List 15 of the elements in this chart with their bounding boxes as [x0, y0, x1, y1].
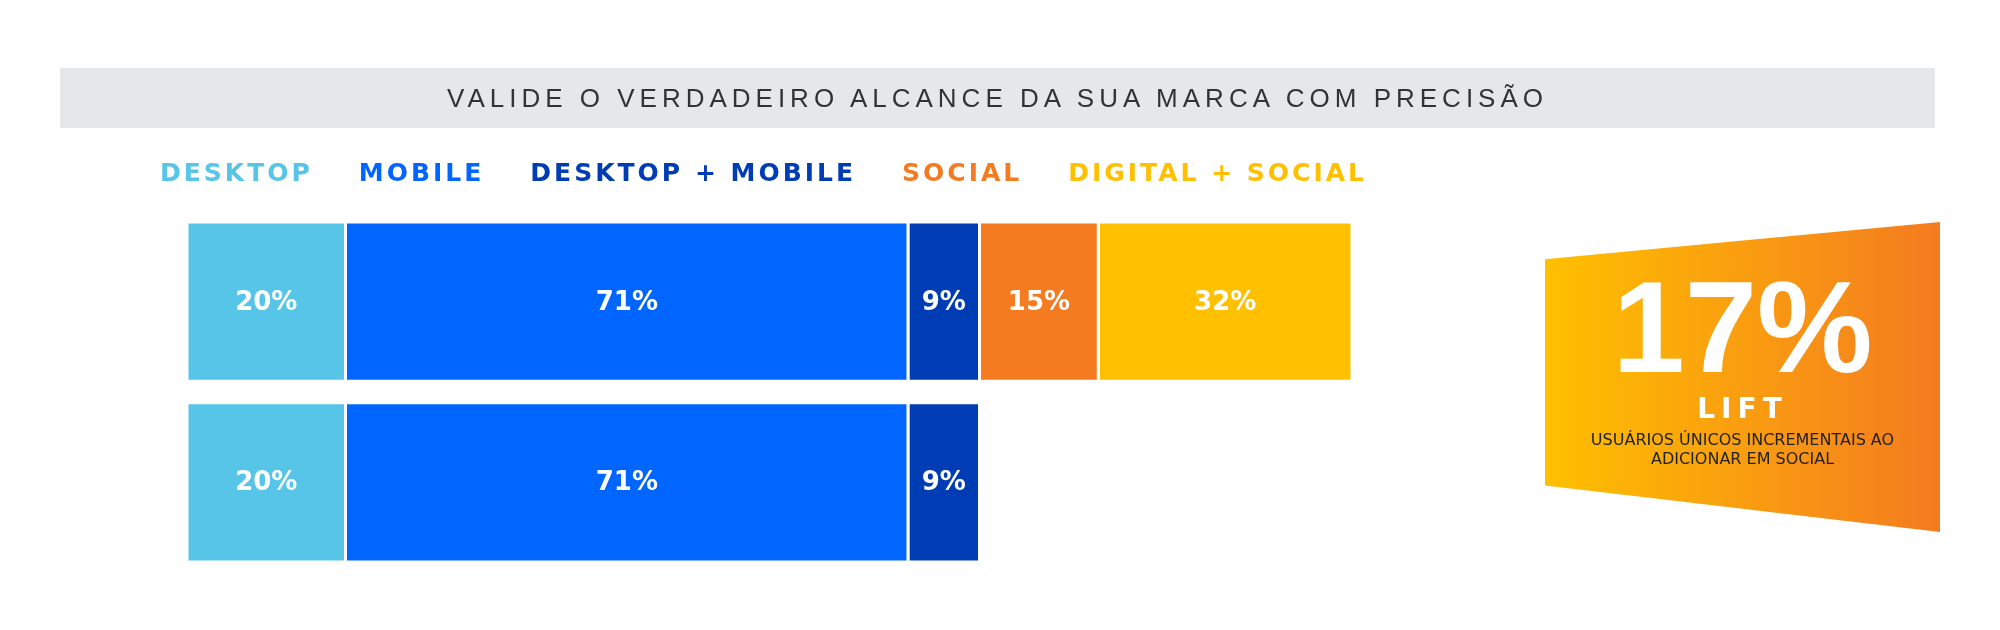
series-label: DESKTOP: [160, 158, 313, 187]
text: DESKTOP + MOBILE: [530, 158, 857, 187]
series-label: MOBILE: [358, 158, 485, 187]
data-label: 15%: [1007, 285, 1071, 316]
series-label: SOCIAL: [902, 158, 1023, 187]
data-label: 32%: [1194, 285, 1257, 316]
data-label: 9%: [921, 285, 966, 316]
data-label: 20%: [235, 285, 298, 316]
series-label: DIGITAL + SOCIAL: [1068, 158, 1368, 187]
chart-title: VALIDE O VERDADEIRO ALCANCE DA SUA MARCA COM PRECISÃO: [60, 68, 1935, 128]
data-label: 20%: [235, 466, 298, 497]
data-label: 9%: [921, 466, 966, 497]
data-label: 71%: [595, 466, 658, 497]
text: USUÁRIOS ÚNICOS INCREMENTAIS AO ADICIONAR EM SOCIAL: [1589, 430, 1896, 468]
data-label: 71%: [595, 285, 658, 316]
